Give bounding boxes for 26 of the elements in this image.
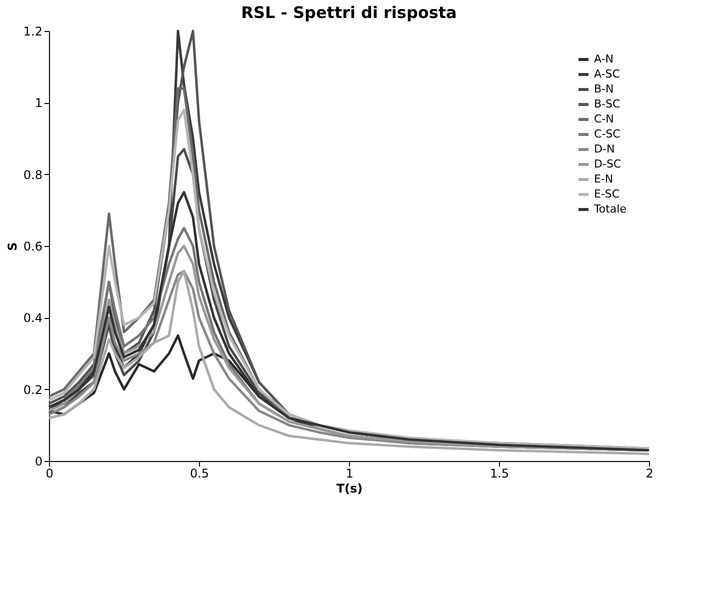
x-tick-label: 1	[346, 466, 354, 480]
legend-label: B-N	[594, 82, 614, 96]
y-tick-label: 1.2	[23, 24, 42, 38]
chart-title: RSL - Spettri di risposta	[241, 3, 457, 22]
y-tick-label: 0.2	[23, 382, 42, 397]
legend-label: A-N	[594, 52, 614, 66]
legend-label: A-SC	[594, 68, 620, 80]
y-tick-label: 0.8	[23, 168, 42, 182]
x-tick-label: 0	[46, 466, 54, 480]
legend-label: B-SC	[594, 98, 620, 110]
legend-label: D-N	[594, 142, 615, 156]
x-axis-title: T(s)	[336, 482, 363, 496]
x-tick-label: 0.5	[190, 466, 210, 480]
legend-label: C-N	[594, 112, 614, 126]
legend-label: D-SC	[594, 158, 622, 170]
x-tick-label: 2	[646, 466, 654, 480]
y-tick-label: 0.6	[23, 240, 42, 254]
legend-label: E-SC	[594, 188, 620, 200]
legend-label: C-SC	[594, 128, 621, 140]
legend-label: Totale	[593, 202, 627, 216]
legend-label: E-N	[594, 172, 614, 186]
x-tick-label: 1.5	[490, 466, 510, 480]
y-axis-title: S	[5, 242, 20, 251]
y-tick-label: 0.4	[23, 311, 42, 326]
y-tick-label: 1	[34, 96, 42, 110]
y-tick-label: 0	[34, 454, 42, 468]
